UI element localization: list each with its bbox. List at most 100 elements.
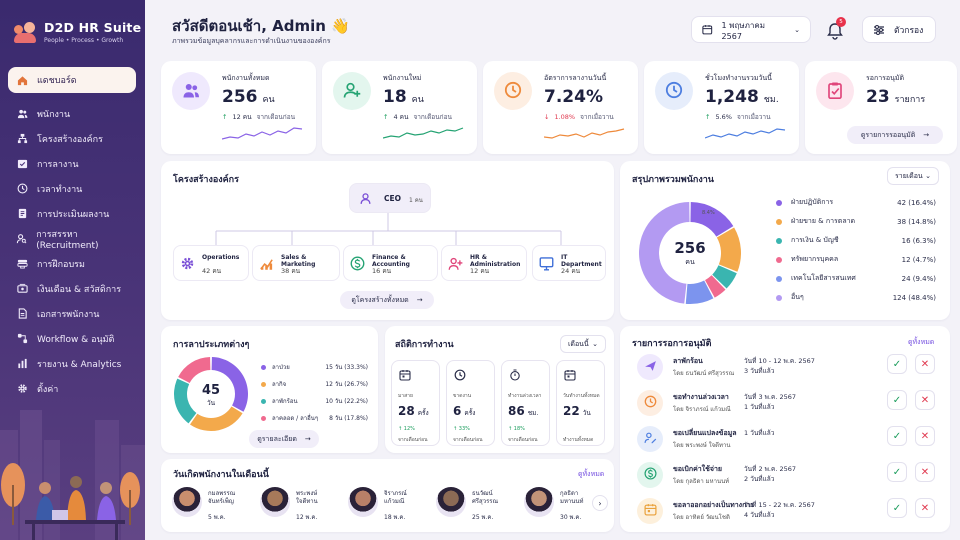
sidebar-item-11[interactable]: รายงาน & Analytics [8,351,136,376]
legend-dot [261,381,266,387]
kpi-change-value: 12 คน [232,113,252,121]
birthday-person[interactable]: กุลธิดา มหานนท์ 30 พ.ค. [524,487,609,521]
sidebar-item-label: เวลาทำงาน [37,184,83,195]
gear-icon [16,383,28,395]
stat-change: ↑ 12% [398,426,415,432]
stat-label: มาสาย [398,393,413,399]
donut-slice [190,406,243,431]
view-org-button[interactable]: ดูโครงสร้างทั้งหมด → [340,291,434,309]
stat-sub: จากเดือนก่อน [508,437,538,443]
birthdays-next-button[interactable]: › [592,495,608,511]
close-icon: ✕ [920,358,930,370]
legend-dot [776,275,782,282]
birthday-first-name: กุลธิดา [560,490,579,497]
sidebar-illustration [0,410,145,540]
stat-sub: จากเดือนก่อน [398,437,428,443]
sidebar-item-7[interactable]: การฝึกอบรม [8,251,136,276]
sidebar-item-label: แดชบอร์ด [37,76,77,86]
user-icon [360,193,371,204]
sidebar-item-label: เอกสารพนักงาน [37,309,100,320]
leave-donut-chart [174,357,248,431]
approvals-view-all[interactable]: ดูทั้งหมด [908,338,935,346]
training-icon [16,258,28,270]
sidebar-item-4[interactable]: เวลาทำงาน [8,176,136,201]
org-connectors [215,213,562,245]
stat-unit: วัน [582,409,591,417]
clipboard-icon [826,81,844,102]
reject-button[interactable]: ✕ [915,426,935,446]
reject-button[interactable]: ✕ [915,498,935,518]
filter-button[interactable]: ตัวกรอง [862,16,936,43]
date-picker[interactable]: 1 พฤษภาคม 2567 ⌄ [691,16,811,43]
org-node-dept[interactable]: IT Department 24 คน [532,245,606,281]
sidebar: D2D HR Suite People • Process • Growth แ… [0,0,145,540]
leave-total: 45 วัน [173,383,249,408]
summary-period-dropdown[interactable]: รายเดือน ⌄ [887,167,939,185]
sidebar-item-label: ตั้งค่า [37,384,59,395]
stat-change: ↑ 33% [453,426,470,432]
kpi-icon-circle [333,72,371,110]
birthday-date: 18 พ.ค. [384,514,406,521]
approve-button[interactable]: ✓ [887,390,907,410]
sidebar-item-12[interactable]: ตั้งค่า [8,376,136,401]
approve-button[interactable]: ✓ [887,354,907,374]
stat-value: 6 ครั้ง [453,404,475,418]
kpi-sparkline [383,127,464,139]
birthday-name: กุลธิดา มหานนท์ [560,490,583,506]
reject-button[interactable]: ✕ [915,390,935,410]
org-node-dept[interactable]: Operations 42 คน [173,245,249,281]
birthday-person[interactable]: พระพงษ์ ใจดีทาน 12 พ.ค. [260,487,345,521]
org-node-dept[interactable]: HR & Administration 12 คน [441,245,527,281]
sidebar-item-label: การสรรหา (Recruitment) [36,229,99,251]
birthday-person[interactable]: จิราภรณ์ แก้วมณี 18 พ.ค. [348,487,433,521]
donut-slice [174,378,197,424]
approval-icon-circle [637,426,663,452]
birthday-person[interactable]: กมลพรรณ จันทร์เพ็ญ 5 พ.ค. [172,487,257,521]
sidebar-item-1[interactable]: พนักงาน [8,101,136,126]
reject-button[interactable]: ✕ [915,354,935,374]
close-icon: ✕ [920,502,930,514]
approval-icon-circle [637,354,663,380]
approve-button[interactable]: ✓ [887,462,907,482]
user-plus-icon [343,81,361,102]
org-node-dept[interactable]: Sales & Marketing 38 คน [252,245,340,281]
sidebar-item-2[interactable]: โครงสร้างองค์กร [8,126,136,151]
approval-title: ขอทำงานล่วงเวลา [673,393,729,401]
kpi-value: 23 รายการ [866,87,925,107]
sidebar-item-10[interactable]: Workflow & อนุมัติ [8,326,136,351]
birthdays-view-all[interactable]: ดูทั้งหมด [578,470,605,478]
leave-detail-button[interactable]: ดูรายละเอียด → [249,430,319,448]
approve-button[interactable]: ✓ [887,498,907,518]
approve-button[interactable]: ✓ [887,426,907,446]
brand[interactable]: D2D HR Suite People • Process • Growth [14,20,141,44]
approvals-title: รายการรอการอนุมัติ [632,339,712,349]
document-icon [16,308,28,320]
arrow-up-icon: ↑ [383,113,389,121]
approval-icon-circle [637,498,663,524]
reject-button[interactable]: ✕ [915,462,935,482]
kpi-card: พนักงานทั้งหมด 256 คน ↑ 12 คน จากเดือนก่อ… [161,61,316,154]
stat-label: ขาดงาน [453,393,472,399]
approval-date-line2: 2 วันที่แล้ว [744,475,775,483]
kpi-value: 18 คน [383,87,424,107]
sidebar-item-9[interactable]: เอกสารพนักงาน [8,301,136,326]
legend-label: ฝ่ายขาย & การตลาด [791,217,856,225]
leave-legend-item: ลาป่วย 15 วัน (33.3%) [261,362,368,372]
org-node-ceo[interactable]: CEO 1 คน [349,183,431,213]
chevron-down-icon: ⌄ [794,25,800,34]
sidebar-item-8[interactable]: เงินเดือน & สวัสดิการ [8,276,136,301]
org-node-dept[interactable]: Finance & Accounting 16 คน [343,245,438,281]
attendance-period-dropdown[interactable]: เดือนนี้ ⌄ [560,335,606,353]
dollar-icon [643,467,657,483]
summary-legend-item: เทคโนโลยีสารสนเทศ 24 (9.4%) [776,273,936,284]
sidebar-item-6[interactable]: การสรรหา (Recruitment) [8,226,136,251]
sidebar-item-0[interactable]: แดชบอร์ด [8,67,136,93]
date-value: 1 พฤษภาคม 2567 [721,20,765,41]
birthday-person[interactable]: ธนวัฒน์ ศรีสุวรรณ 25 พ.ค. [436,487,521,521]
view-pending-button[interactable]: ดูรายการรออนุมัติ → [847,126,943,144]
summary-legend-item: ทรัพยากรบุคคล 12 (4.7%) [776,254,936,265]
attendance-stat-tile: มาสาย 28 ครั้ง ↑ 12% จากเดือนก่อน [391,360,440,446]
sidebar-item-5[interactable]: การประเมินผลงาน [8,201,136,226]
legend-value: 42 (16.4%) [897,198,936,207]
sidebar-item-3[interactable]: การลางาน [8,151,136,176]
